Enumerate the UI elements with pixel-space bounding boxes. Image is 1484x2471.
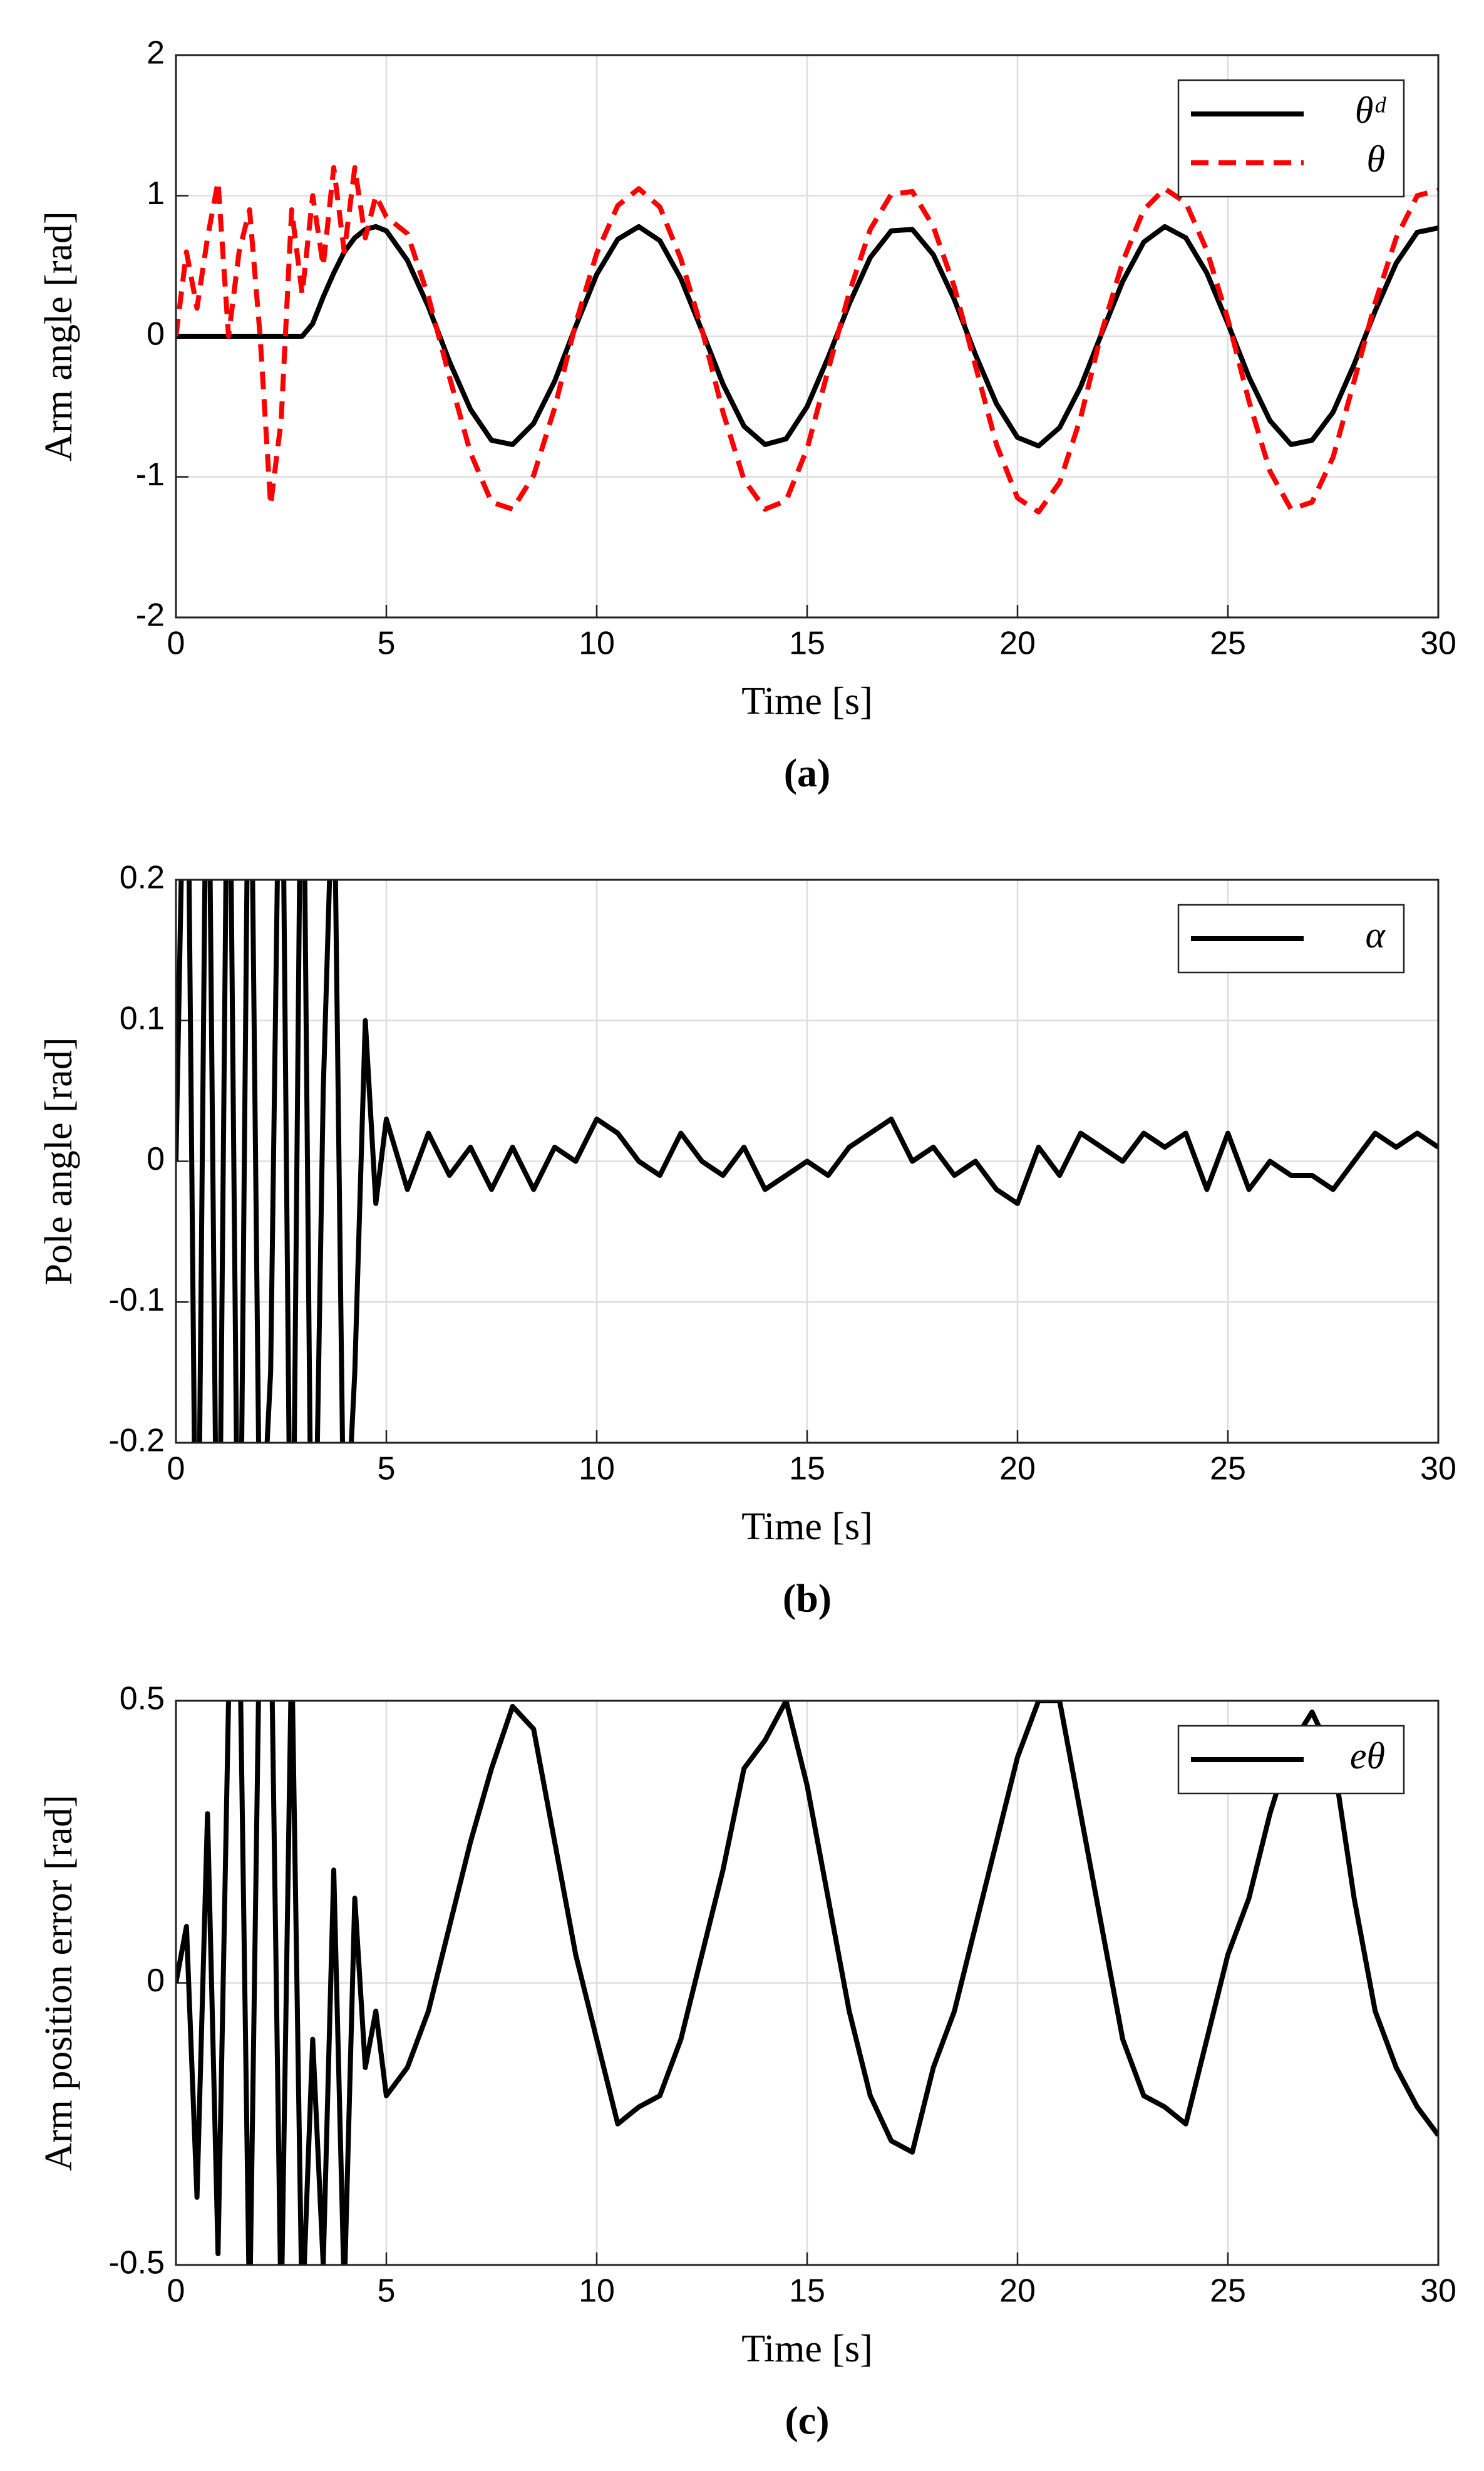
x-tick-label: 5 <box>378 626 396 662</box>
legend-label: eθ <box>1350 1735 1385 1777</box>
series-line <box>176 880 1438 1443</box>
y-tick-label: -2 <box>136 597 165 634</box>
y-tick-label: -0.1 <box>108 1282 165 1318</box>
x-tick-label: 0 <box>167 626 185 662</box>
chart: 0 5 10 15 20 25 30 -0.2 -0.1 0 0.1 0.2 α Time [s] Pole… <box>38 860 1456 1621</box>
plot-frame <box>175 879 1440 1444</box>
x-tick-label: 0 <box>167 2273 185 2309</box>
y-tick-label: 0.2 <box>120 860 165 896</box>
y-tick-label: 0 <box>147 1963 165 1999</box>
y-axis-label: Pole angle [rad] <box>38 1038 80 1286</box>
y-tick-label: 0 <box>147 316 165 353</box>
x-tick-label: 15 <box>789 1451 825 1487</box>
x-tick-label: 0 <box>167 1451 185 1487</box>
series-line <box>176 1701 1438 2265</box>
chart: 0 5 10 15 20 25 30 -2 -1 0 1 2 θᵈ θ Time [s] Arm angle … <box>38 35 1456 795</box>
y-tick-label: 1 <box>147 175 165 212</box>
legend-label: θᵈ <box>1355 90 1386 131</box>
x-tick-label: 20 <box>999 626 1036 662</box>
x-axis-label: Time [s] <box>741 680 873 723</box>
x-tick-label: 30 <box>1420 626 1456 662</box>
y-tick-label: 2 <box>147 35 165 71</box>
y-axis-label: Arm angle [rad] <box>38 211 80 461</box>
x-tick-label: 30 <box>1420 2273 1456 2309</box>
plot-frame <box>175 54 1440 619</box>
legend: α <box>1177 904 1405 974</box>
x-tick-label: 10 <box>579 626 615 662</box>
legend-label: θ <box>1367 138 1385 180</box>
y-tick-label: 0.1 <box>120 1000 165 1036</box>
x-axis-label: Time [s] <box>741 2328 873 2370</box>
x-tick-label: 15 <box>789 2273 825 2309</box>
plot-frame <box>175 1700 1440 2266</box>
y-tick-label: 0.5 <box>120 1681 165 1717</box>
series-line <box>176 165 1438 515</box>
y-tick-label: -0.2 <box>108 1423 165 1459</box>
y-tick-label: -0.5 <box>108 2245 165 2281</box>
legend-box <box>1177 79 1405 198</box>
x-tick-label: 25 <box>1210 626 1246 662</box>
y-tick-label: 0 <box>147 1141 165 1177</box>
y-tick-label: -1 <box>136 457 165 493</box>
legend: eθ <box>1177 1725 1405 1795</box>
x-tick-label: 10 <box>579 2273 615 2309</box>
legend: θᵈ θ <box>1177 79 1405 198</box>
x-tick-label: 5 <box>378 2273 396 2309</box>
x-tick-label: 20 <box>999 2273 1036 2309</box>
legend-label: α <box>1366 914 1386 956</box>
x-tick-label: 20 <box>999 1451 1036 1487</box>
x-tick-label: 25 <box>1210 2273 1246 2309</box>
caption: (b) <box>783 1576 832 1621</box>
x-axis-label: Time [s] <box>741 1505 873 1548</box>
x-tick-label: 25 <box>1210 1451 1246 1487</box>
x-tick-label: 10 <box>579 1451 615 1487</box>
y-axis-label: Arm position error [rad] <box>38 1795 80 2171</box>
caption: (c) <box>785 2398 829 2443</box>
caption: (a) <box>784 751 831 795</box>
x-tick-label: 30 <box>1420 1451 1456 1487</box>
x-tick-label: 15 <box>789 626 825 662</box>
x-tick-label: 5 <box>378 1451 396 1487</box>
